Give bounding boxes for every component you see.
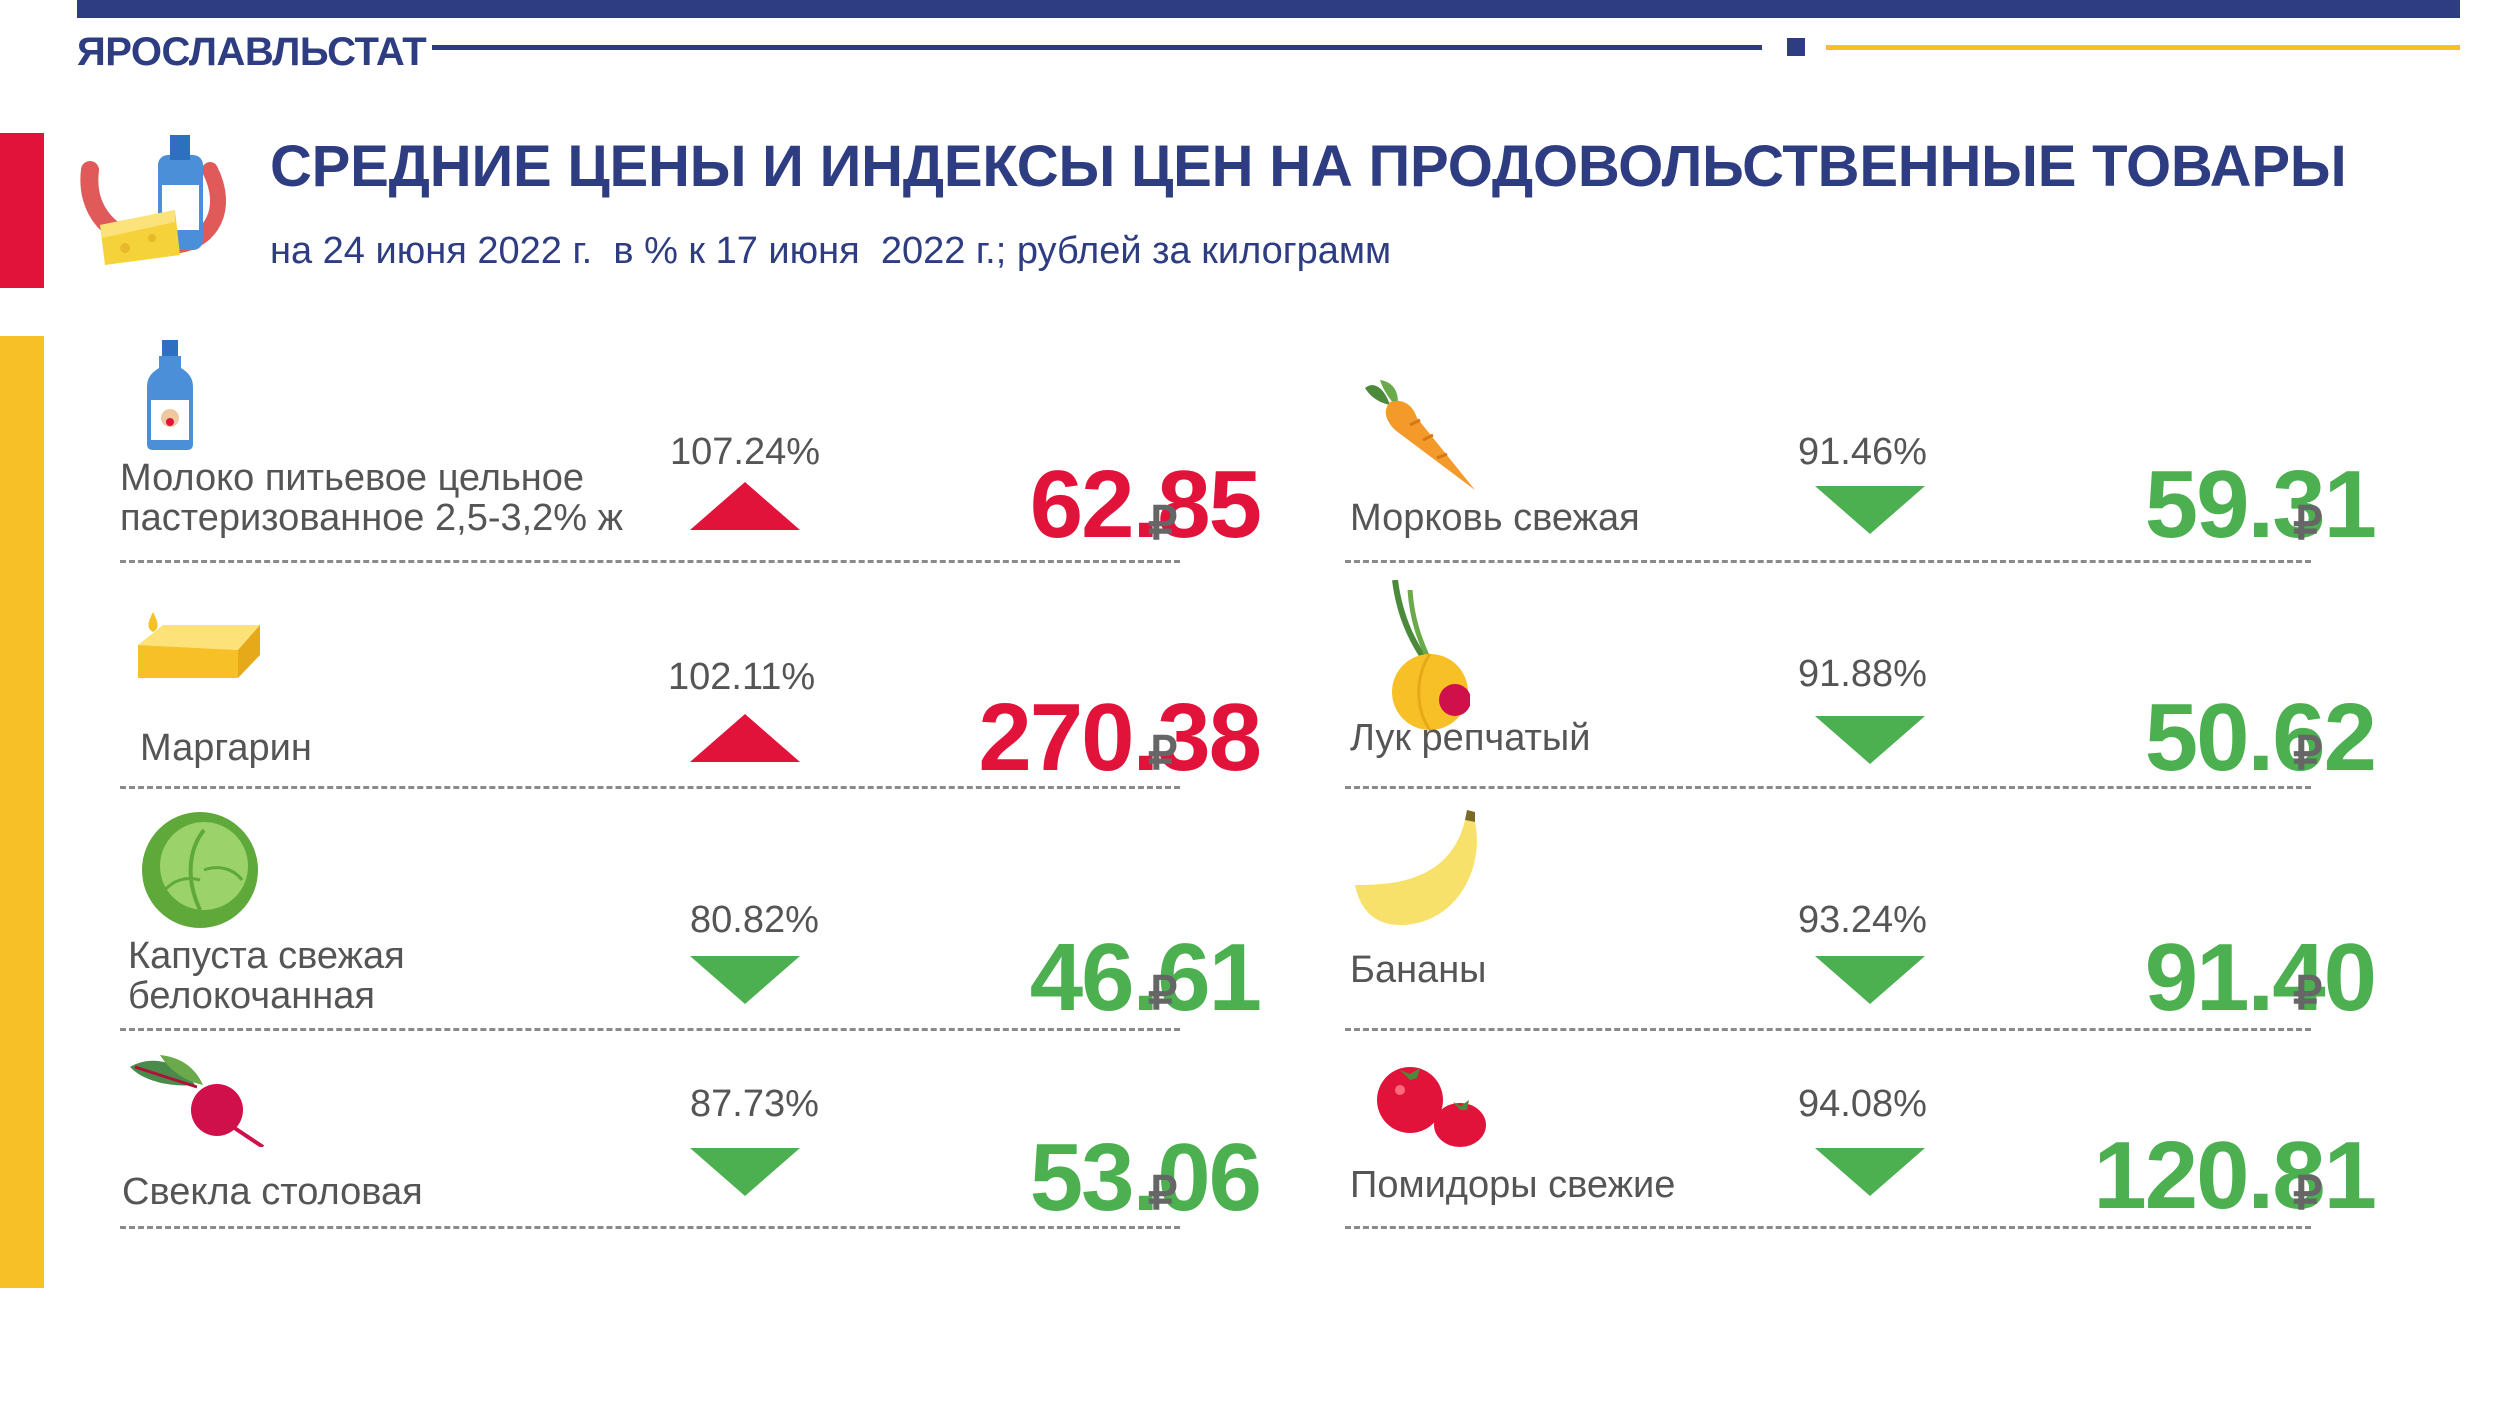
item-price: 59.31 [2144,451,2377,558]
price-item-banana: Бананы 93.24% 91.40 ₽ [1345,800,2475,1031]
ruble-sign: ₽ [1148,727,1178,779]
item-name: Свекла столовая [122,1171,423,1213]
item-index: 107.24% [670,431,821,473]
banana-icon [1355,810,1477,925]
row-divider [120,1028,1180,1031]
org-name: ЯРОСЛАВЛЬСТАТ [77,30,427,74]
item-price: 62.85 [1029,451,1262,558]
item-price: 46.61 [1029,924,1262,1031]
item-price: 120.81 [2093,1122,2377,1229]
left-accent-yellow [0,336,44,1288]
item-name: Помидоры свежие [1350,1164,1676,1206]
tomato-icon [1377,1067,1486,1147]
onion-icon [1392,580,1470,731]
item-name: Молоко питьевое цельное пастеризованное … [120,457,624,539]
ruble-sign: ₽ [1148,497,1178,549]
item-name: Маргарин [140,727,312,769]
price-item-margarine: Маргарин 102.11% 270.38 ₽ [120,560,1262,790]
trend-down-icon [1815,1148,1925,1196]
item-index: 87.73% [690,1083,819,1125]
price-item-milk: Молоко питьевое цельное пастеризованное … [120,330,1262,563]
header-rule-blue [432,45,1762,50]
cabbage-icon [142,812,258,928]
row-divider [120,786,1180,789]
trend-down-icon [1815,716,1925,764]
trend-down-icon [1815,486,1925,534]
item-price: 50.62 [2144,684,2377,791]
ruble-sign: ₽ [1148,967,1178,1019]
row-divider [1345,786,2311,789]
item-price: 53.06 [1029,1124,1262,1231]
ruble-sign: ₽ [2293,1167,2323,1219]
price-item-cabbage: Капуста свежая белокочанная 80.82% 46.61… [120,800,1262,1031]
item-name: Лук репчатый [1350,717,1591,759]
price-item-beet: Свекла столовая 87.73% 53.06 ₽ [120,1040,1262,1270]
item-price: 91.40 [2144,924,2377,1031]
item-name: Морковь свежая [1350,497,1640,539]
item-index: 94.08% [1798,1083,1927,1125]
item-index: 91.88% [1798,653,1927,695]
margarine-icon [138,612,260,678]
row-divider [120,560,1180,563]
item-name: Бананы [1350,949,1487,991]
ruble-sign: ₽ [2293,497,2323,549]
item-index: 91.46% [1798,431,1927,473]
row-divider [1345,1028,2311,1031]
trend-up-icon [690,714,800,762]
header-rule-yellow [1826,45,2460,50]
row-divider [1345,1226,2311,1229]
milk-bottle-icon [147,340,193,450]
ruble-sign: ₽ [2293,727,2323,779]
page-subtitle: на 24 июня 2022 г. в % к 17 июня 2022 г.… [270,230,1392,272]
trend-down-icon [1815,956,1925,1004]
ruble-sign: ₽ [2293,967,2323,1019]
left-accent-red [0,133,44,288]
groceries-icon [80,135,227,265]
price-item-onion: Лук репчатый 91.88% 50.62 ₽ [1345,560,2475,790]
item-index: 102.11% [668,656,816,698]
top-bar [77,0,2460,18]
item-index: 93.24% [1798,899,1927,941]
price-item-carrot: Морковь свежая 91.46% 59.31 ₽ [1345,330,2475,563]
price-item-tomato: Помидоры свежие 94.08% 120.81 ₽ [1345,1040,2475,1270]
ruble-sign: ₽ [1148,1167,1178,1219]
row-divider [120,1226,1180,1229]
item-name: Капуста свежая белокочанная [128,935,405,1017]
header-rule-square [1787,38,1805,56]
beet-icon [130,1055,265,1147]
item-price: 270.38 [978,684,1262,791]
trend-down-icon [690,956,800,1004]
trend-down-icon [690,1148,800,1196]
page-title: СРЕДНИЕ ЦЕНЫ И ИНДЕКСЫ ЦЕН НА ПРОДОВОЛЬС… [270,134,2347,199]
item-index: 80.82% [690,899,819,941]
trend-up-icon [690,482,800,530]
carrot-icon [1365,380,1475,490]
row-divider [1345,560,2311,563]
